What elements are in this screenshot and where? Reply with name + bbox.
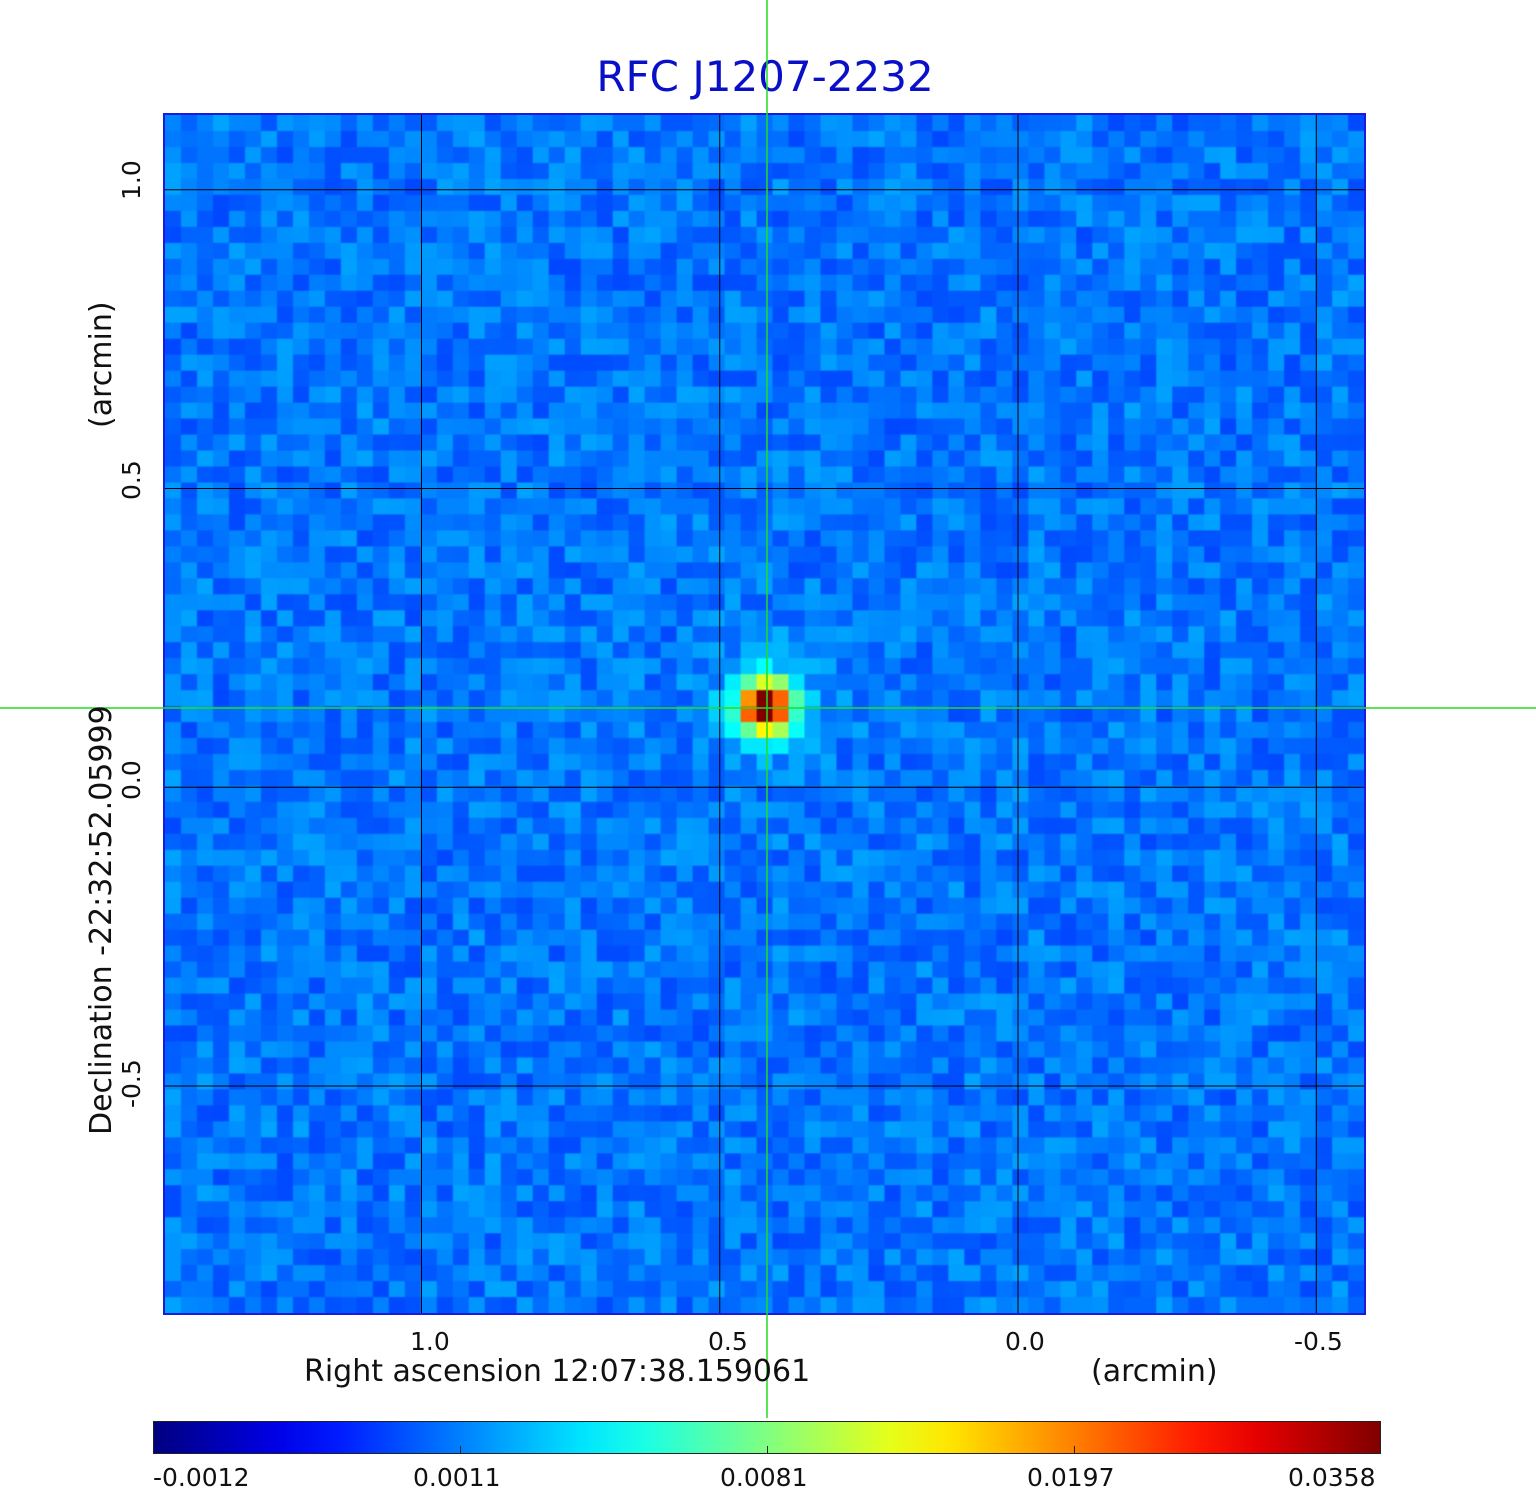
y-axis-label: Declination -22:32:52.05999 [84,705,119,1135]
intensity-map[interactable] [165,115,1364,1313]
x-axis-label: Right ascension 12:07:38.159061 [304,1354,811,1389]
colorbar-label: 0.0358 [1288,1463,1376,1492]
colorbar-tick [460,1446,461,1454]
y-tick-label: 1.0 [117,160,146,200]
y-axis-unit: (arcmin) [84,301,119,428]
colorbar-tick [1074,1446,1075,1454]
radio-map-panel[interactable] [163,113,1366,1315]
x-tick-label: -0.5 [1294,1327,1343,1356]
x-tick-label: 0.0 [1005,1327,1045,1356]
colorbar-tick [767,1446,768,1454]
x-tick-label: 0.5 [708,1327,748,1356]
y-tick-label: -0.5 [117,1059,146,1108]
image-title: RFC J1207-2232 [596,52,934,101]
y-tick-label: 0.0 [117,760,146,800]
colorbar-label: -0.0012 [153,1463,250,1492]
coordinate-grid [165,115,1364,1313]
x-tick-label: 1.0 [410,1327,450,1356]
x-axis-unit: (arcmin) [1091,1354,1218,1389]
colorbar-label: 0.0081 [720,1463,808,1492]
y-tick-label: 0.5 [117,460,146,500]
colorbar-label: 0.0011 [413,1463,501,1492]
colorbar-label: 0.0197 [1027,1463,1115,1492]
